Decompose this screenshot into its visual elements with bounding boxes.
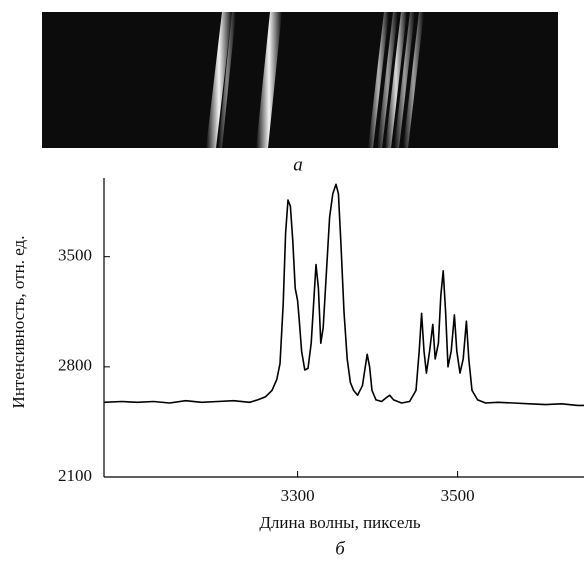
- x-tick-label: 3300: [281, 486, 315, 505]
- y-tick-label: 3500: [58, 246, 92, 265]
- y-tick-label: 2800: [58, 356, 92, 375]
- x-tick-label: 3500: [441, 486, 475, 505]
- panel-label: б: [335, 538, 346, 559]
- x-axis-label: Длина волны, пиксель: [259, 513, 421, 532]
- spectrum-line: [103, 183, 584, 407]
- y-tick-label: 2100: [58, 466, 92, 485]
- spectrum-image: [42, 12, 558, 148]
- y-axis-label: Интенсивность, отн. ед.: [9, 236, 28, 409]
- panel-label: а: [293, 154, 303, 175]
